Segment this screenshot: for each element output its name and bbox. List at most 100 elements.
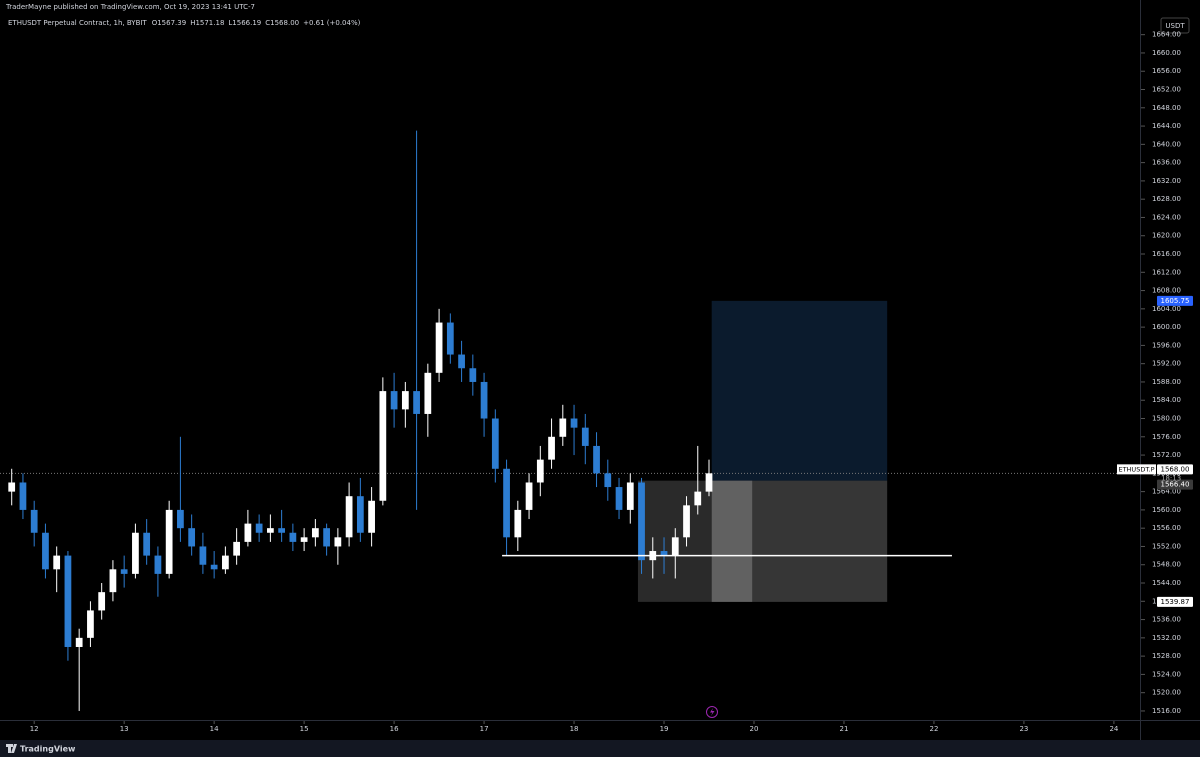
x-tick-label: 13 bbox=[120, 725, 129, 733]
y-tick-label: 1596.00 bbox=[1152, 341, 1181, 349]
y-tick-label: 1648.00 bbox=[1152, 104, 1181, 112]
candle-body bbox=[143, 532, 151, 556]
candle-body bbox=[401, 391, 409, 410]
y-tick-label: 1532.00 bbox=[1152, 634, 1181, 642]
y-tick-label: 1632.00 bbox=[1152, 177, 1181, 185]
candle-body bbox=[210, 564, 218, 570]
x-tick-label: 18 bbox=[570, 725, 579, 733]
candle-body bbox=[233, 541, 241, 556]
y-tick-label: 1528.00 bbox=[1152, 652, 1181, 660]
symbol-box bbox=[1117, 464, 1156, 475]
footer-brand: TradingView bbox=[20, 745, 76, 754]
candle-body bbox=[435, 322, 443, 373]
y-tick-label: 1608.00 bbox=[1152, 287, 1181, 295]
event-icon[interactable] bbox=[706, 706, 718, 718]
candle-body bbox=[424, 372, 432, 414]
candle-body bbox=[64, 555, 72, 647]
candle-body bbox=[334, 537, 342, 547]
y-tick-label: 1592.00 bbox=[1152, 360, 1181, 368]
x-tick-label: 16 bbox=[390, 725, 399, 733]
target-box bbox=[711, 300, 888, 481]
x-tick-label: 22 bbox=[929, 725, 938, 733]
candle-body bbox=[626, 482, 634, 510]
stop-label: 1539.87 bbox=[1161, 598, 1190, 606]
x-tick-label: 12 bbox=[30, 725, 39, 733]
candle-body bbox=[19, 482, 27, 510]
candle-body bbox=[480, 381, 488, 419]
legend-value: C1568.00 bbox=[265, 19, 299, 27]
candle-body bbox=[514, 509, 522, 538]
publisher-note: TraderMayne published on TradingView.com… bbox=[5, 3, 255, 11]
y-tick-label: 1604.00 bbox=[1152, 305, 1181, 313]
y-tick-label: 1620.00 bbox=[1152, 232, 1181, 240]
y-tick-label: 1664.00 bbox=[1152, 31, 1181, 39]
currency-label[interactable]: USDT bbox=[1165, 22, 1185, 30]
candle-body bbox=[413, 391, 420, 414]
x-tick-label: 23 bbox=[1019, 725, 1028, 733]
y-tick-label: 1652.00 bbox=[1152, 86, 1181, 94]
countdown-label: 18:13 bbox=[1161, 474, 1181, 482]
y-tick-label: 1624.00 bbox=[1152, 213, 1181, 221]
y-tick-label: 1600.00 bbox=[1152, 323, 1181, 331]
chart-title: ETHUSDT Perpetual Contract, 1h, BYBIT bbox=[8, 19, 147, 27]
y-tick-label: 1560.00 bbox=[1152, 506, 1181, 514]
y-tick-label: 1576.00 bbox=[1152, 433, 1181, 441]
y-tick-label: 1552.00 bbox=[1152, 542, 1181, 550]
candle-body bbox=[446, 322, 454, 355]
y-tick-label: 1516.00 bbox=[1152, 707, 1181, 715]
y-tick-label: 1564.00 bbox=[1152, 488, 1181, 496]
candle-body bbox=[30, 509, 38, 533]
stop-label-box bbox=[1157, 596, 1193, 607]
candle-body bbox=[8, 482, 16, 492]
candle-body bbox=[165, 509, 173, 574]
candle-body bbox=[177, 509, 184, 529]
candle-body bbox=[345, 496, 353, 538]
candle-body bbox=[491, 418, 499, 469]
y-tick-label: 1520.00 bbox=[1152, 689, 1181, 697]
candle-body bbox=[593, 445, 600, 474]
entry-label: 1566.40 bbox=[1161, 481, 1190, 489]
stop-box bbox=[711, 480, 888, 602]
candle-body bbox=[615, 487, 623, 510]
candle-body bbox=[199, 546, 207, 565]
target-label: 1605.75 bbox=[1161, 297, 1190, 305]
y-tick-label: 1640.00 bbox=[1152, 140, 1181, 148]
entry-label-box bbox=[1157, 479, 1193, 490]
candle-body bbox=[300, 537, 308, 542]
candle-body bbox=[368, 500, 375, 533]
y-tick-label: 1636.00 bbox=[1152, 159, 1181, 167]
candle-body bbox=[604, 473, 612, 488]
legend-value: +0.61 (+0.04%) bbox=[303, 19, 361, 27]
candle-body bbox=[42, 532, 49, 570]
y-tick-label: 1544.00 bbox=[1152, 579, 1181, 587]
y-tick-label: 1656.00 bbox=[1152, 67, 1181, 75]
candle-body bbox=[132, 532, 139, 574]
target-label-box bbox=[1157, 295, 1193, 306]
y-tick-label: 1556.00 bbox=[1152, 524, 1181, 532]
currency-button[interactable] bbox=[1160, 17, 1190, 34]
event-icon-bolt bbox=[710, 708, 715, 716]
candle-body bbox=[705, 473, 713, 492]
y-tick-label: 1660.00 bbox=[1152, 49, 1181, 57]
candle-body bbox=[638, 482, 645, 561]
highlight-box bbox=[711, 480, 753, 602]
y-tick-label: 1548.00 bbox=[1152, 561, 1181, 569]
y-tick-label: 1536.00 bbox=[1152, 616, 1181, 624]
candle-body bbox=[75, 637, 83, 647]
candle-body bbox=[694, 491, 702, 506]
x-tick-label: 17 bbox=[480, 725, 489, 733]
candle-body bbox=[458, 354, 465, 369]
candle-body bbox=[267, 528, 274, 533]
x-tick-label: 19 bbox=[660, 725, 669, 733]
candle-body bbox=[278, 528, 285, 533]
candle-body bbox=[188, 528, 196, 547]
candle-body bbox=[536, 459, 544, 483]
candle-body bbox=[323, 528, 330, 547]
y-tick-label: 1628.00 bbox=[1152, 195, 1181, 203]
candle-body bbox=[53, 555, 61, 570]
footer-bar bbox=[0, 740, 1200, 757]
candle-body bbox=[503, 468, 510, 538]
